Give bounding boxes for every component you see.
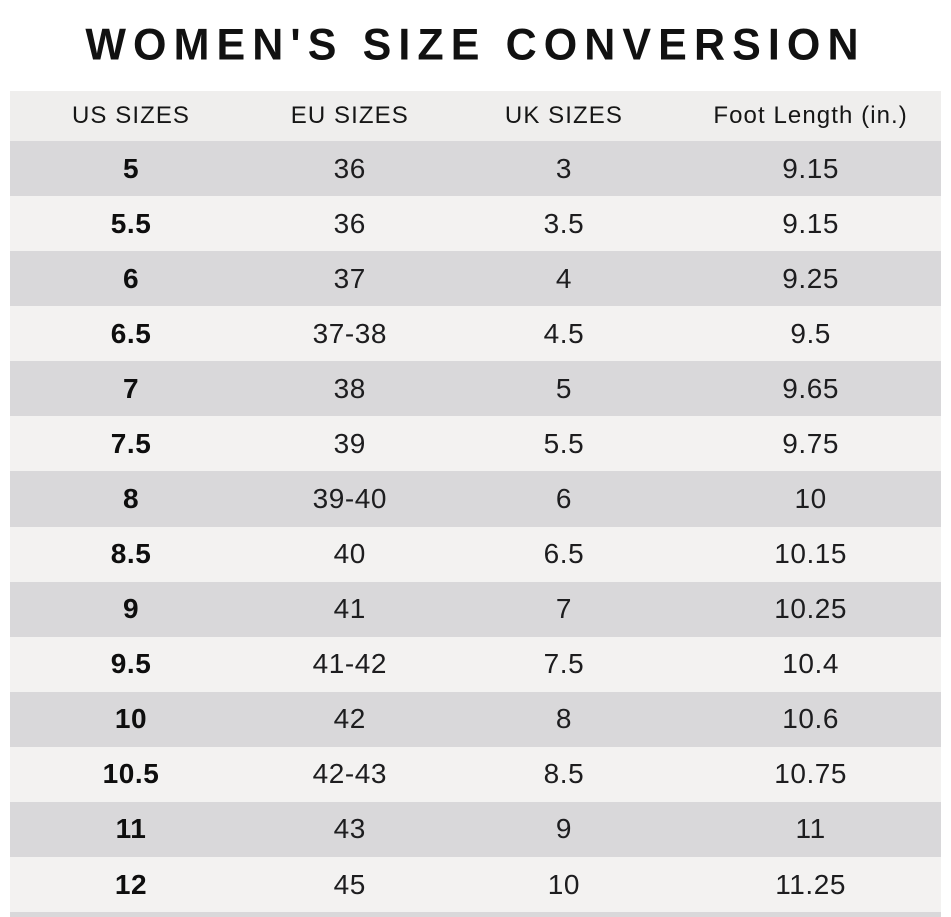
page-title: WOMEN'S SIZE CONVERSION <box>85 20 866 70</box>
eu-size-cell: 43 <box>333 813 366 845</box>
uk-size-cell: 9 <box>555 813 572 845</box>
table-row: 5.5 36 3.5 9.15 <box>10 196 941 252</box>
table-row: 8.5 40 6.5 10.15 <box>10 526 941 582</box>
eu-size-cell: 45 <box>333 868 366 900</box>
table-row: 6.5 37-38 4.5 9.5 <box>10 306 941 362</box>
eu-size-cell: 42-43 <box>312 758 387 790</box>
column-header-uk: UK SIZES <box>504 102 623 129</box>
table-body: 5 36 3 9.15 5.5 36 3.5 9.15 6 37 4 9.25 … <box>10 141 941 917</box>
table-header-row: US SIZES EU SIZES UK SIZES Foot Length (… <box>10 91 941 141</box>
foot-length-cell: 10.4 <box>782 648 839 680</box>
us-size-cell: 5 <box>122 152 140 184</box>
foot-length-cell: 10 <box>794 483 827 514</box>
us-size-cell: 9.5 <box>110 648 152 680</box>
eu-size-cell: 41-42 <box>312 648 387 680</box>
eu-size-cell: 42 <box>333 703 366 735</box>
foot-length-cell: 9.5 <box>790 317 831 349</box>
table-row: 10 42 8 10.6 <box>10 691 941 747</box>
size-conversion-table: US SIZES EU SIZES UK SIZES Foot Length (… <box>10 91 941 917</box>
us-size-cell: 10.5 <box>102 758 160 790</box>
table-row: 12 45 10 11.25 <box>10 857 941 913</box>
uk-size-cell: 7 <box>555 593 572 625</box>
us-size-cell: 5.5 <box>110 207 152 239</box>
eu-size-cell: 36 <box>333 152 366 184</box>
uk-size-cell: 5.5 <box>543 427 585 459</box>
eu-size-cell: 41 <box>333 593 366 625</box>
us-size-cell: 10 <box>114 703 148 735</box>
uk-size-cell: 3 <box>555 152 572 184</box>
foot-length-cell: 9.15 <box>782 207 839 239</box>
us-size-cell: 11 <box>115 813 147 845</box>
us-size-cell: 6.5 <box>110 317 152 349</box>
table-row: 6 37 4 9.25 <box>10 251 941 307</box>
eu-size-cell: 40 <box>333 538 366 570</box>
us-size-cell: 7.5 <box>110 427 152 459</box>
foot-length-cell: 11 <box>795 813 826 845</box>
uk-size-cell: 10 <box>547 868 581 900</box>
eu-size-cell: 37 <box>333 262 366 294</box>
table-row: 9 41 7 10.25 <box>10 581 941 637</box>
eu-size-cell: 36 <box>333 207 366 239</box>
eu-size-cell: 39 <box>333 427 366 459</box>
title-bar: WOMEN'S SIZE CONVERSION <box>0 0 951 91</box>
us-size-cell: 6 <box>122 262 140 294</box>
foot-length-cell: 10.25 <box>774 593 848 625</box>
table-row: 11 43 9 11 <box>10 801 941 858</box>
us-size-cell: 9 <box>122 593 140 625</box>
column-header-foot-length: Foot Length (in.) <box>713 102 908 129</box>
foot-length-cell: 11.25 <box>775 868 847 900</box>
eu-size-cell: 37-38 <box>312 317 387 349</box>
us-size-cell: 12 <box>114 868 148 900</box>
table-row: 5 36 3 9.15 <box>10 141 941 197</box>
table-row: 8 39-40 6 10 <box>10 471 941 527</box>
column-header-us: US SIZES <box>72 102 191 129</box>
us-size-cell: 7 <box>122 372 140 404</box>
foot-length-cell: 9.15 <box>782 152 839 184</box>
table-row: 9.5 41-42 7.5 10.4 <box>10 636 941 692</box>
foot-length-cell: 10.75 <box>774 758 848 790</box>
foot-length-cell: 10.15 <box>774 538 848 570</box>
us-size-cell: 8.5 <box>110 538 152 570</box>
foot-length-cell: 9.75 <box>782 427 839 459</box>
uk-size-cell: 3.5 <box>543 207 585 239</box>
table-row: 7 38 5 9.65 <box>10 361 941 417</box>
column-header-eu: EU SIZES <box>290 102 409 129</box>
eu-size-cell: 39-40 <box>312 483 387 514</box>
foot-length-cell: 9.25 <box>782 262 839 294</box>
uk-size-cell: 6 <box>555 483 572 514</box>
foot-length-cell: 10.6 <box>782 703 839 735</box>
uk-size-cell: 5 <box>555 372 572 404</box>
eu-size-cell: 38 <box>333 372 366 404</box>
us-size-cell: 8 <box>122 483 140 514</box>
table-row: 10.5 42-43 8.5 10.75 <box>10 746 941 802</box>
table-row: 7.5 39 5.5 9.75 <box>10 416 941 472</box>
cropped-next-row-strip <box>10 912 941 917</box>
uk-size-cell: 4.5 <box>543 317 585 349</box>
foot-length-cell: 9.65 <box>782 372 839 404</box>
uk-size-cell: 7.5 <box>543 648 585 680</box>
uk-size-cell: 8.5 <box>543 758 585 790</box>
uk-size-cell: 6.5 <box>543 538 585 570</box>
uk-size-cell: 8 <box>555 703 572 735</box>
uk-size-cell: 4 <box>555 262 572 294</box>
